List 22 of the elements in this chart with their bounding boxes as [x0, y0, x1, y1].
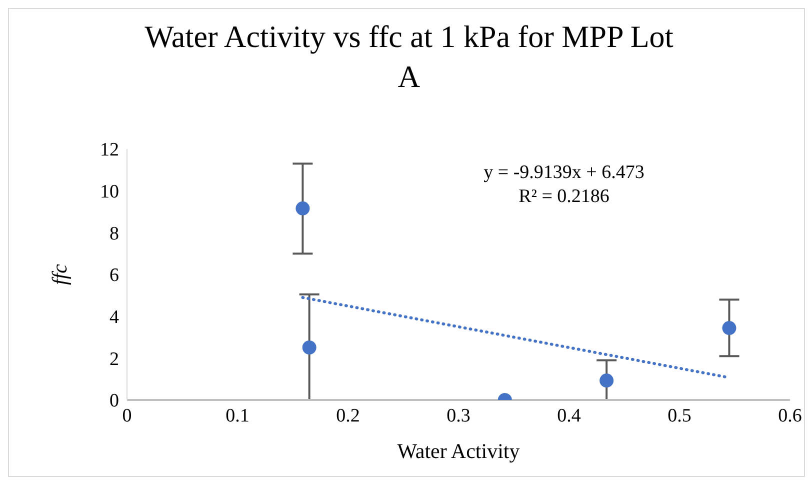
- annotation: R² = 0.2186: [518, 185, 610, 209]
- point: [296, 201, 310, 216]
- y-tick-label: 12: [100, 140, 119, 161]
- x-tick-label: 0.1: [226, 405, 250, 426]
- x-axis-title: Water Activity: [397, 439, 520, 463]
- y-tick-label: 6: [110, 265, 119, 286]
- y-tick-label: 2: [110, 348, 119, 370]
- y-tick-label: 0: [110, 390, 119, 412]
- x-tick-label: 0.2: [336, 405, 360, 426]
- point: [302, 340, 316, 354]
- y-tick-label: 4: [110, 307, 120, 328]
- x-tick-label: 0.6: [778, 405, 802, 426]
- chart-title: Water Activity vs ffc at 1 kPa for MPP Lot A: [144, 18, 674, 96]
- y-tick-label: 8: [110, 223, 119, 244]
- point: [722, 321, 736, 336]
- point: [600, 374, 614, 388]
- y-axis-title: ffc: [47, 263, 72, 285]
- x-tick-label: 0.3: [446, 405, 470, 426]
- y-tick-label: 10: [100, 182, 119, 203]
- x-tick-label: 0.5: [668, 405, 692, 426]
- annotation: y = -9.9139x + 6.473: [482, 161, 646, 185]
- x-tick-label: 0.4: [557, 405, 582, 426]
